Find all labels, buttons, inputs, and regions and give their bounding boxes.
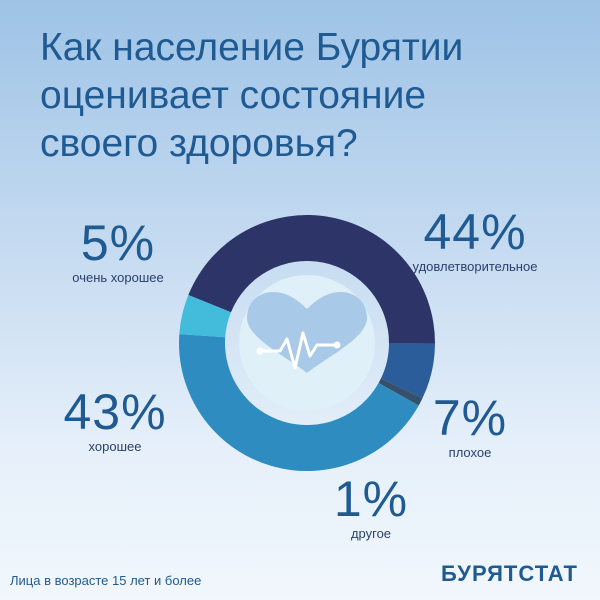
donut-slices [178,214,435,472]
label-good-value: 43% [63,384,167,440]
label-good: 43% хорошее [45,387,185,455]
slice-very-good [179,295,231,338]
label-good-name: хорошее [88,439,142,454]
label-bad-value: 7% [432,390,508,446]
label-other: 1% другое [306,474,436,542]
heart-pulse-icon [247,292,367,373]
label-very-good-value: 5% [80,215,156,271]
footnote: Лица в возрасте 15 лет и более [10,573,202,588]
label-bad-name: плохое [448,445,492,460]
label-other-name: другое [350,526,392,541]
title-line-3: своего здоровья? [40,122,358,165]
logo: БУРЯТСТАТ [441,561,578,586]
slice-satisfactory [188,214,435,344]
title-line-1: Как население Бурятии [40,26,464,69]
chart-title: Как население Бурятии оценивает состояни… [40,24,560,168]
label-satisfactory-value: 44% [423,204,527,260]
slice-good [178,334,419,472]
slice-bad [380,343,435,399]
label-satisfactory: 44% удовлетворительное [385,207,565,275]
slice-other [378,378,423,406]
label-satisfactory-name: удовлетворительное [412,259,538,274]
label-very-good-name: очень хорошее [72,270,164,285]
label-other-value: 1% [333,471,409,527]
label-very-good: 5% очень хорошее [48,218,188,286]
title-line-2: оценивает состояние [40,74,427,117]
label-bad: 7% плохое [405,393,535,461]
